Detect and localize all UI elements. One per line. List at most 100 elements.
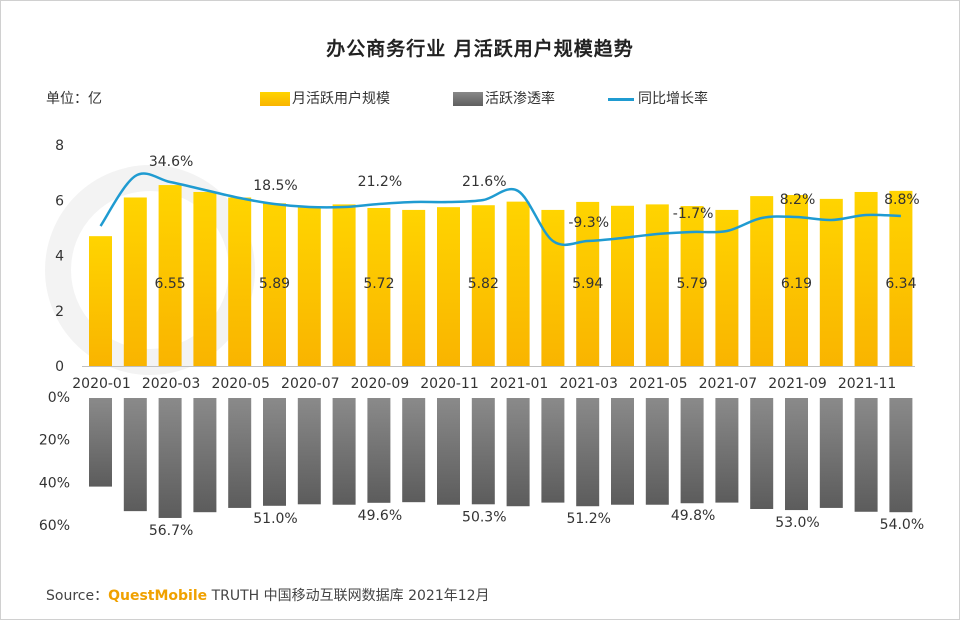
mau-data-label: 5.72	[363, 276, 394, 292]
x-tick-label: 2020-05	[211, 376, 270, 392]
y-tick-label-bottom: 40%	[39, 475, 70, 491]
y-tick-label-top: 0	[55, 359, 64, 375]
legend-item-penetration: 活跃渗透率	[453, 90, 555, 108]
x-tick-label: 2020-09	[351, 376, 410, 392]
mau-bar	[332, 204, 356, 366]
growth-data-label: 34.6%	[149, 154, 193, 170]
legend-label-mau: 月活跃用户规模	[292, 91, 390, 107]
penetration-data-label: 49.6%	[358, 508, 402, 524]
growth-data-label: -1.7%	[673, 206, 714, 222]
penetration-bar	[193, 398, 217, 513]
penetration-bar	[819, 398, 843, 508]
x-tick-label: 2020-07	[281, 376, 340, 392]
mau-bar	[158, 185, 182, 366]
legend-item-growth: 同比增长率	[608, 90, 708, 108]
legend-swatch-mau	[260, 92, 290, 106]
legend-label-growth: 同比增长率	[638, 91, 708, 107]
penetration-data-label: 53.0%	[775, 515, 819, 531]
mau-bar	[750, 196, 774, 366]
x-tick-label: 2021-05	[629, 376, 688, 392]
penetration-bar	[367, 398, 391, 503]
growth-data-label: 8.8%	[884, 192, 920, 208]
y-tick-label-bottom: 20%	[39, 433, 70, 449]
mau-data-label: 6.55	[155, 276, 186, 292]
mau-bar	[297, 207, 321, 366]
mau-bar	[471, 205, 495, 366]
unit-label: 单位：亿	[46, 91, 102, 107]
penetration-data-label: 56.7%	[149, 523, 193, 539]
source-note: Source：QuestMobile TRUTH 中国移动互联网数据库 2021…	[46, 585, 490, 605]
mau-bar	[819, 198, 843, 366]
penetration-data-label: 50.3%	[462, 509, 506, 525]
x-tick-label: 2021-09	[768, 376, 827, 392]
penetration-bar	[402, 398, 426, 503]
source-prefix: Source：	[46, 588, 109, 604]
growth-data-label: 8.2%	[780, 192, 816, 208]
penetration-bar	[471, 398, 495, 505]
penetration-bar	[715, 398, 739, 503]
legend-item-mau: 月活跃用户规模	[260, 90, 390, 108]
mau-bar	[611, 205, 634, 366]
mau-data-label: 6.34	[885, 276, 916, 292]
mau-bar	[437, 207, 460, 366]
penetration-bar	[506, 398, 530, 507]
mau-bar	[785, 195, 808, 366]
penetration-bar	[611, 398, 634, 505]
x-tick-label: 2021-01	[490, 376, 549, 392]
growth-data-label: 18.5%	[253, 178, 297, 194]
mau-bar	[889, 190, 913, 366]
mau-bar	[680, 206, 704, 366]
penetration-bar	[889, 398, 913, 513]
penetration-bar	[297, 398, 321, 505]
x-tick-label: 2020-11	[420, 376, 479, 392]
x-tick-label: 2020-01	[72, 376, 131, 392]
penetration-data-label: 51.2%	[566, 511, 610, 527]
penetration-bar	[854, 398, 878, 512]
penetration-data-label: 54.0%	[880, 517, 924, 533]
penetration-bar	[228, 398, 252, 508]
mau-bar	[89, 236, 112, 366]
y-tick-label-bottom: 60%	[39, 518, 70, 534]
mau-data-label: 5.82	[468, 276, 499, 292]
y-tick-label-top: 6	[55, 193, 64, 209]
y-tick-label-top: 4	[55, 249, 64, 265]
growth-data-label: 21.2%	[358, 174, 402, 190]
mau-data-label: 6.19	[781, 276, 812, 292]
mau-bar	[715, 209, 739, 366]
penetration-bar	[680, 398, 704, 504]
chart-title: 办公商务行业 月活跃用户规模趋势	[326, 38, 634, 60]
legend-swatch-penetration	[453, 92, 483, 106]
mau-bar	[367, 207, 391, 366]
penetration-bar	[123, 398, 147, 512]
mau-data-label: 5.79	[677, 276, 708, 292]
legend-label-penetration: 活跃渗透率	[485, 91, 555, 107]
penetration-bar	[263, 398, 286, 506]
penetration-bar	[332, 398, 356, 505]
legend-swatch-growth	[608, 97, 634, 101]
mau-bar	[123, 197, 147, 366]
growth-data-label: -9.3%	[568, 215, 609, 231]
growth-line-path	[99, 172, 901, 247]
mau-bar	[645, 204, 669, 366]
penetration-bar	[750, 398, 774, 509]
penetration-data-label: 49.8%	[671, 508, 715, 524]
penetration-bar	[645, 398, 669, 505]
mau-bar	[402, 209, 426, 366]
source-rest: TRUTH 中国移动互联网数据库 2021年12月	[207, 588, 490, 604]
mau-data-label: 5.94	[572, 276, 603, 292]
penetration-bar	[785, 398, 808, 511]
mau-bar	[228, 197, 252, 366]
mau-bar	[506, 201, 530, 366]
source-brand: QuestMobile	[108, 588, 208, 604]
penetration-bar	[541, 398, 565, 503]
x-tick-label: 2021-11	[838, 376, 897, 392]
y-tick-label-top: 2	[55, 304, 64, 320]
mau-data-label: 5.89	[259, 276, 290, 292]
mau-bar	[854, 191, 878, 366]
penetration-bar	[158, 398, 182, 518]
x-tick-label: 2021-03	[559, 376, 618, 392]
x-tick-label: 2021-07	[699, 376, 758, 392]
mau-bar	[541, 209, 565, 366]
penetration-bar	[89, 398, 112, 487]
